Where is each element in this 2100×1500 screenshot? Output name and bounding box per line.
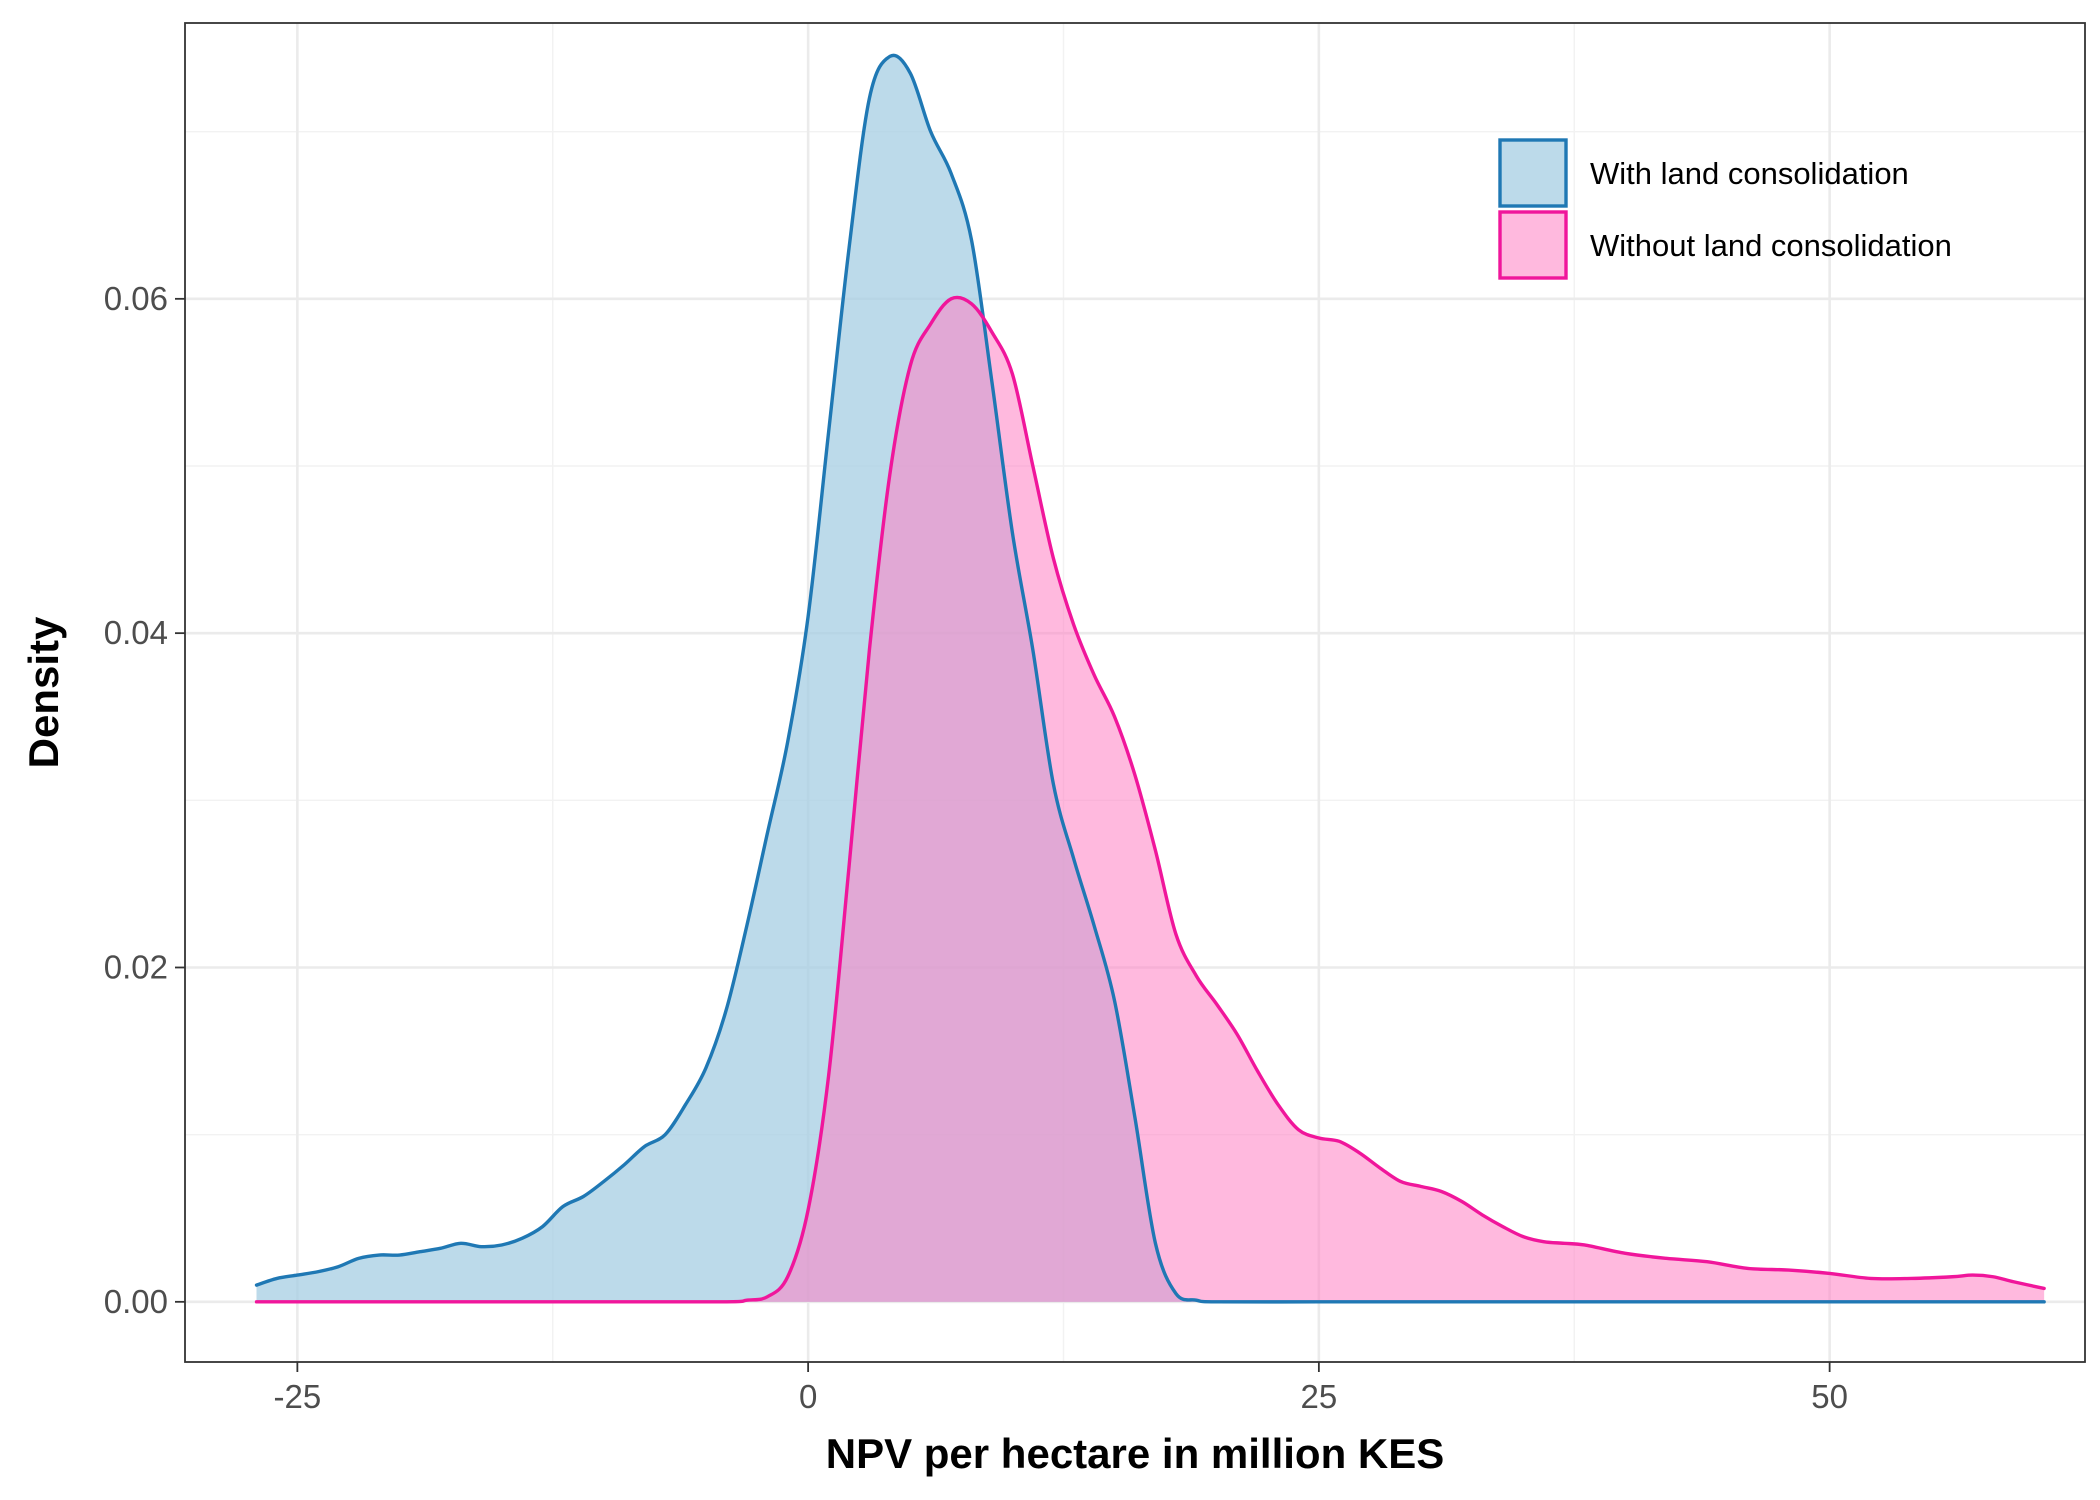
axes: -25 0 25 50 0.00 0.02 0.04 0.06 bbox=[104, 280, 1848, 1415]
x-tick-label: 50 bbox=[1811, 1378, 1848, 1415]
y-tick-label: 0.06 bbox=[104, 280, 168, 317]
with-land-consolidation-density-line bbox=[254, 53, 2046, 1304]
panel-border bbox=[184, 22, 2086, 1363]
without-land-consolidation-density-area bbox=[256, 297, 2045, 1302]
x-tick-label: 0 bbox=[799, 1378, 817, 1415]
x-tick-label: -25 bbox=[274, 1378, 322, 1415]
legend-key-1 bbox=[1498, 210, 1568, 280]
y-tick-label: 0.02 bbox=[104, 948, 168, 985]
legend: With land consolidation Without land cons… bbox=[1498, 138, 1952, 280]
legend-label: With land consolidation bbox=[1590, 156, 1909, 191]
without-land-consolidation-density-line bbox=[254, 295, 2046, 1304]
y-tick-label: 0.04 bbox=[104, 614, 168, 651]
y-tick-label: 0.00 bbox=[104, 1283, 168, 1320]
x-tick-label: 25 bbox=[1301, 1378, 1338, 1415]
legend-label: Without land consolidation bbox=[1590, 228, 1952, 263]
series-layer bbox=[254, 53, 2046, 1304]
x-axis-title: NPV per hectare in million KES bbox=[826, 1430, 1445, 1477]
legend-key-0 bbox=[1498, 138, 1568, 208]
y-axis-title: Density bbox=[20, 616, 67, 768]
